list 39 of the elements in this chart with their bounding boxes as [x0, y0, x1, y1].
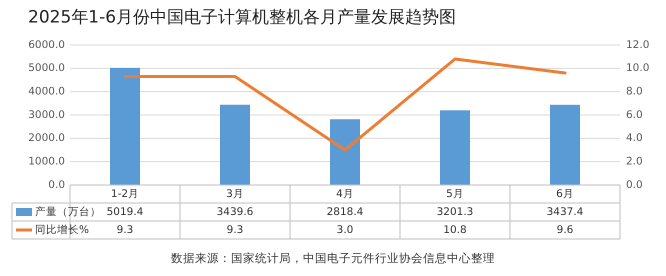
- bar: [330, 119, 360, 185]
- y-tick-label: 5000.0: [28, 62, 65, 74]
- y-tick-label: 1000.0: [28, 156, 65, 168]
- data-label: 9.3: [116, 224, 134, 236]
- data-label: 9.3: [226, 224, 244, 236]
- y-tick-label: 2000.0: [28, 132, 65, 144]
- source-note: 数据来源：国家统计局，中国电子元件行业协会信息中心整理: [171, 251, 495, 266]
- x-tick-label: 6月: [556, 188, 574, 200]
- x-tick-label: 4月: [336, 188, 354, 200]
- legend-label: 同比增长%: [35, 222, 89, 236]
- data-label: 3437.4: [546, 206, 584, 218]
- y-tick-label: 6000.0: [28, 38, 65, 51]
- x-tick-label: 5月: [446, 188, 464, 200]
- legend-label: 产量（万台）: [35, 204, 101, 218]
- data-label: 3201.3: [436, 206, 474, 218]
- chart-title: 2025年1-6月份中国电子计算机整机各月产量发展趋势图: [28, 8, 456, 28]
- y2-tick-label: 6.0: [626, 108, 643, 121]
- bar: [550, 104, 580, 185]
- y2-tick-label: 12.0: [626, 38, 650, 51]
- bar: [440, 110, 470, 185]
- data-label: 9.6: [556, 224, 574, 236]
- y-tick-label: 0.0: [48, 178, 65, 191]
- data-label: 5019.4: [106, 206, 144, 218]
- bar: [110, 68, 140, 185]
- y2-tick-label: 0.0: [626, 178, 643, 191]
- y2-tick-label: 2.0: [626, 156, 643, 168]
- y2-tick-label: 8.0: [626, 86, 643, 98]
- x-tick-label: 3月: [226, 188, 244, 200]
- data-label: 10.8: [443, 224, 467, 236]
- data-label: 2818.4: [326, 206, 364, 218]
- bar: [220, 104, 250, 185]
- x-tick-label: 1-2月: [110, 188, 140, 200]
- y-tick-label: 3000.0: [28, 108, 65, 121]
- data-label: 3.0: [336, 224, 354, 236]
- y-tick-label: 4000.0: [28, 86, 65, 98]
- data-label: 3439.6: [216, 206, 254, 218]
- y2-tick-label: 10.0: [626, 62, 650, 74]
- line-series: [124, 58, 566, 152]
- y2-tick-label: 4.0: [626, 132, 643, 144]
